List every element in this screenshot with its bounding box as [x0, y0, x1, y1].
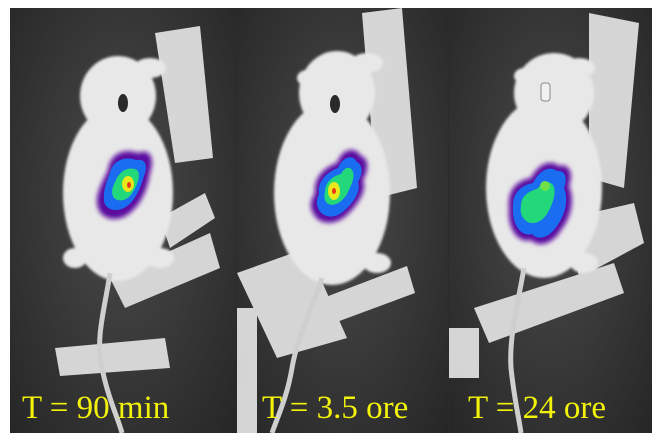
mouse-panel-1: T = 90 min — [10, 8, 236, 433]
mouse-tail — [269, 277, 325, 433]
tape-strips — [55, 26, 220, 376]
ear-tag — [540, 82, 551, 102]
bioluminescence-signal — [96, 151, 152, 220]
mouse-panel-2: T = 3.5 ore — [237, 8, 448, 433]
time-label-1: T = 90 min — [22, 390, 170, 426]
mouse-image-1 — [55, 26, 220, 433]
ear-tag — [330, 95, 340, 113]
mouse-panel-3: T = 24 ore — [449, 8, 652, 433]
bioluminescence-signal — [508, 162, 572, 245]
mouse-tail — [508, 267, 527, 433]
mouse-image-3 — [449, 13, 644, 433]
time-label-3: T = 24 ore — [468, 390, 607, 426]
image-strip: T = 90 min — [10, 8, 652, 433]
mouse-tail — [97, 272, 125, 433]
bioluminescence-signal — [310, 149, 368, 223]
mouse-image-2 — [237, 8, 417, 433]
time-label-2: T = 3.5 ore — [262, 390, 409, 426]
ear-tag — [118, 94, 128, 112]
